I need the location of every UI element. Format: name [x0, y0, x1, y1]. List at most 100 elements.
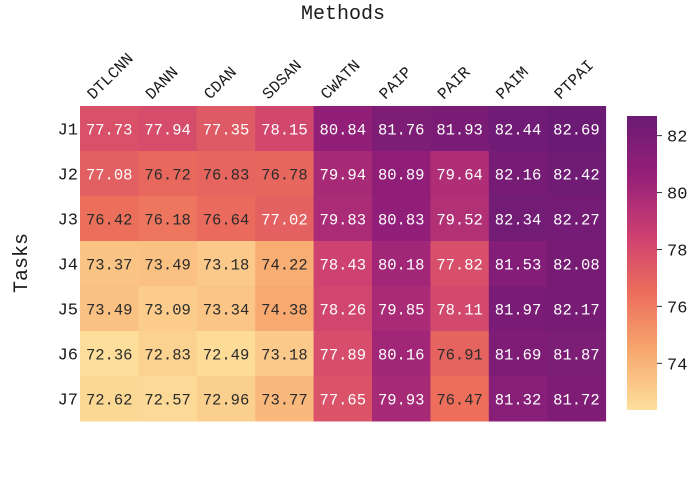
- y-axis-label: Tasks: [11, 233, 34, 293]
- heatmap-cell: [80, 196, 139, 242]
- cell-value-label: 82.42: [553, 167, 600, 185]
- heatmap-cell: [313, 376, 373, 422]
- cell-value-label: 82.16: [495, 167, 542, 185]
- heatmap-cell: [313, 331, 373, 377]
- heatmap-cell: [255, 196, 315, 242]
- heatmap-cell: [430, 196, 490, 242]
- cell-value-label: 79.94: [320, 167, 367, 185]
- cell-value-label: 73.34: [203, 302, 250, 320]
- cell-value-label: 81.76: [378, 122, 425, 140]
- y-tick-labels: J1 J2 J3 J4 J5 J6 J7: [58, 122, 78, 411]
- heatmap-cell: [255, 376, 315, 422]
- heatmap-cell: [488, 151, 548, 197]
- cell-value-label: 72.83: [144, 347, 191, 365]
- colorbar-tick-label: 82: [667, 129, 687, 148]
- heatmap-cell: [255, 331, 315, 377]
- heatmap-cell: [313, 196, 373, 242]
- heatmap-cell: [80, 331, 139, 377]
- heatmap-cell: [196, 286, 256, 332]
- cell-value-label: 78.11: [436, 302, 483, 320]
- heatmap-cell: [196, 376, 256, 422]
- heatmap-cell: [196, 331, 256, 377]
- cell-value-label: 72.62: [86, 392, 133, 410]
- colorbar-tick-label: 78: [667, 242, 687, 261]
- heatmap-cell: [80, 151, 139, 197]
- x-tick-label: CWATN: [318, 57, 365, 104]
- heatmap-cell: [313, 106, 373, 152]
- heatmap-cell: [255, 241, 315, 287]
- heatmap-cell: [255, 106, 315, 152]
- heatmap-cell: [313, 241, 373, 287]
- cell-value-label: 77.02: [261, 212, 308, 230]
- cell-value-label: 76.72: [144, 167, 191, 185]
- heatmap-cell: [488, 331, 548, 377]
- colorbar: [627, 116, 657, 410]
- cell-value-label: 74.38: [261, 302, 308, 320]
- cell-value-label: 77.65: [320, 392, 367, 410]
- heatmap-cell: [547, 151, 607, 197]
- cell-value-label: 77.08: [86, 167, 133, 185]
- cell-value-label: 82.34: [495, 212, 542, 230]
- cell-value-label: 80.83: [378, 212, 425, 230]
- heatmap-cell: [372, 241, 431, 287]
- heatmap-cell: [488, 376, 548, 422]
- cell-value-label: 79.85: [378, 302, 425, 320]
- cell-value-label: 78.15: [261, 122, 308, 140]
- y-tick-label: J7: [58, 392, 78, 411]
- cell-value-label: 79.83: [320, 212, 367, 230]
- x-tick-label: SDSAN: [259, 57, 306, 104]
- x-axis-label: Methods: [301, 3, 385, 26]
- heatmap-cell: [430, 376, 490, 422]
- heatmap-cell: [488, 286, 548, 332]
- cell-value-label: 76.64: [203, 212, 250, 230]
- cell-value-label: 80.89: [378, 167, 425, 185]
- cell-value-label: 81.53: [495, 257, 542, 275]
- heatmap-cell: [547, 106, 607, 152]
- colorbar-tick-label: 74: [667, 356, 687, 375]
- colorbar-tick-label: 80: [667, 186, 687, 205]
- cell-value-label: 82.69: [553, 122, 600, 140]
- cell-value-label: 81.97: [495, 302, 542, 320]
- cell-value-label: 72.49: [203, 347, 250, 365]
- cell-value-label: 73.77: [261, 392, 308, 410]
- heatmap-cell: [488, 241, 548, 287]
- heatmap-cell: [255, 286, 315, 332]
- heatmap-cell: [80, 106, 139, 152]
- x-tick-label: CDAN: [201, 64, 241, 104]
- heatmap-cell: [372, 106, 431, 152]
- heatmap-cell: [80, 376, 139, 422]
- heatmap-cells: [80, 106, 607, 422]
- cell-value-label: 73.09: [144, 302, 191, 320]
- heatmap-cell: [430, 151, 490, 197]
- heatmap-cell: [488, 196, 548, 242]
- x-tick-label: PAIP: [376, 64, 416, 104]
- heatmap-cell: [138, 241, 198, 287]
- x-tick-label: DANN: [142, 64, 182, 104]
- cell-value-label: 77.94: [144, 122, 191, 140]
- heatmap-cell: [138, 286, 198, 332]
- cell-value-label: 82.17: [553, 302, 600, 320]
- heatmap-cell: [138, 331, 198, 377]
- y-tick-label: J1: [58, 122, 78, 141]
- heatmap-cell: [313, 286, 373, 332]
- cell-value-label: 72.96: [203, 392, 250, 410]
- heatmap-cell: [255, 151, 315, 197]
- cell-value-label: 81.87: [553, 347, 600, 365]
- y-tick-label: J6: [58, 347, 78, 366]
- x-tick-label: PTPAI: [551, 57, 598, 104]
- x-tick-label: PAIM: [493, 64, 533, 104]
- heatmap-cell: [430, 106, 490, 152]
- heatmap-cell: [372, 286, 431, 332]
- heatmap-cell: [372, 331, 431, 377]
- cell-value-label: 81.93: [436, 122, 483, 140]
- heatmap-cell: [80, 241, 139, 287]
- colorbar-tick-label: 76: [667, 299, 687, 318]
- heatmap-cell: [430, 331, 490, 377]
- cell-value-label: 81.72: [553, 392, 600, 410]
- cell-value-label: 73.37: [86, 257, 133, 275]
- heatmap-cell: [80, 286, 139, 332]
- heatmap-cell: [372, 196, 431, 242]
- heatmap-cell: [430, 286, 490, 332]
- cell-value-label: 76.18: [144, 212, 191, 230]
- cell-value-label: 72.57: [144, 392, 191, 410]
